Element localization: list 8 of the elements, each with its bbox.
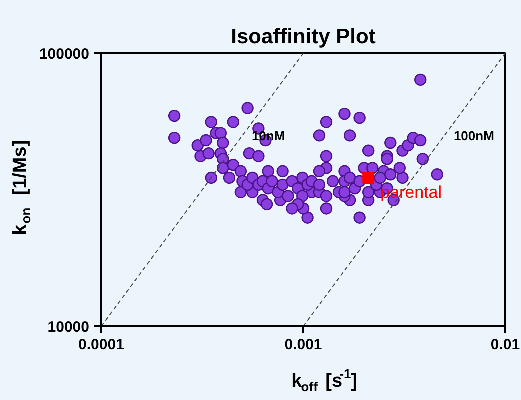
x-tick-label: 0.01 <box>490 336 520 354</box>
x-tick-label: 0.0001 <box>78 336 124 354</box>
chart-title: Isoaffinity Plot <box>231 26 376 48</box>
y-tick-label: 10000 <box>48 319 90 336</box>
x-tick-label: 0.001 <box>284 336 322 354</box>
series-label: 100nM <box>454 128 494 144</box>
y-tick-label: 100000 <box>39 46 90 63</box>
y-axis-title: kon [1/Ms] <box>10 140 34 236</box>
